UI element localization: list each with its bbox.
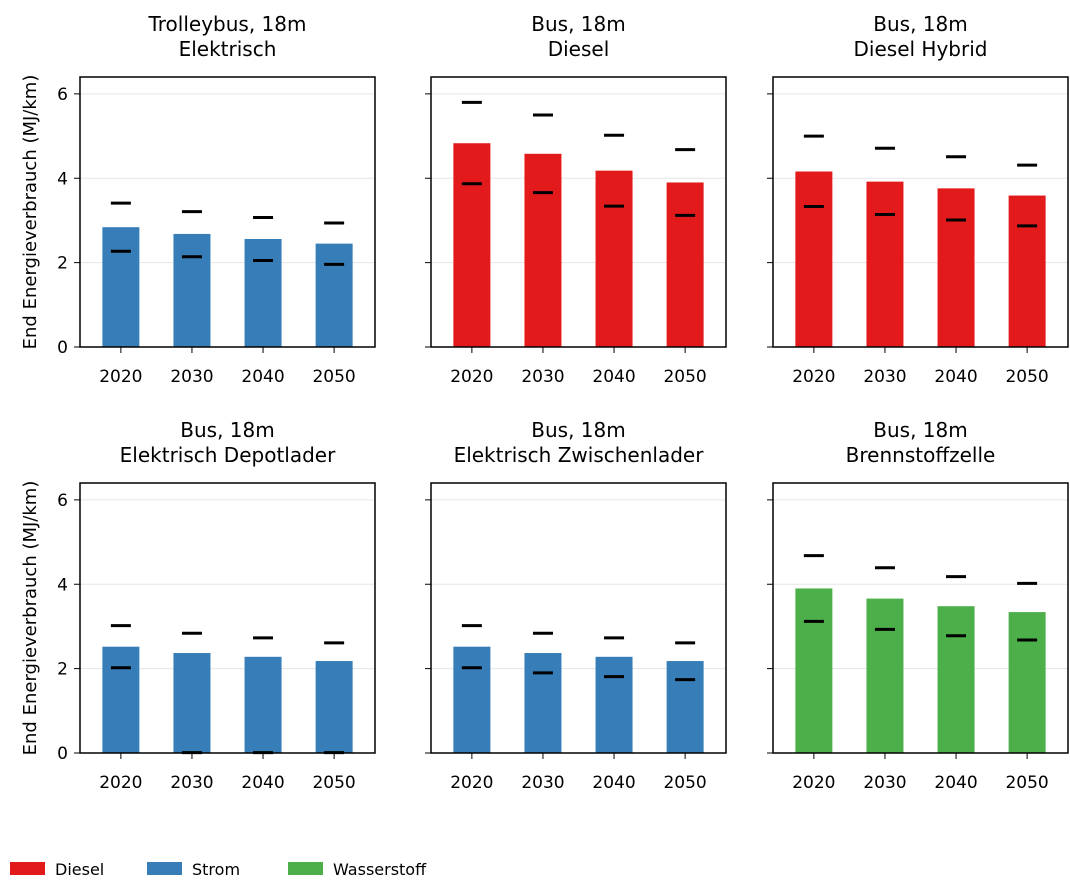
y-tick-label: 0 xyxy=(57,338,68,358)
x-tick-label: 2020 xyxy=(450,773,493,793)
x-tick-label: 2050 xyxy=(663,367,706,387)
subplot-title: Diesel xyxy=(548,37,610,61)
axes-frame xyxy=(772,76,1069,348)
x-tick-label: 2050 xyxy=(663,773,706,793)
bar-2020 xyxy=(102,227,140,347)
legend-label-strom: Strom xyxy=(192,860,240,879)
bar-2050 xyxy=(1008,612,1046,753)
bar-2020 xyxy=(453,646,491,753)
bar-2030 xyxy=(866,181,904,347)
bar-2050 xyxy=(315,661,353,753)
y-axis-label: End Energieverbrauch (MJ/km) xyxy=(20,75,41,350)
x-tick-label: 2030 xyxy=(863,773,906,793)
axes-frame xyxy=(430,482,727,754)
subplot-title: Trolleybus, 18m xyxy=(148,12,307,36)
x-tick-label: 2020 xyxy=(792,773,835,793)
y-tick-label: 4 xyxy=(57,575,68,595)
bar-2040 xyxy=(937,606,975,753)
axes-frame xyxy=(79,76,376,348)
x-tick-label: 2040 xyxy=(934,773,977,793)
y-axis-label: End Energieverbrauch (MJ/km) xyxy=(20,481,41,756)
y-tick-label: 2 xyxy=(57,254,68,274)
x-tick-label: 2050 xyxy=(312,367,355,387)
x-tick-label: 2030 xyxy=(863,367,906,387)
subplot-title: Diesel Hybrid xyxy=(854,37,988,61)
x-tick-label: 2030 xyxy=(521,773,564,793)
bar-2040 xyxy=(244,656,282,753)
legend-label-wasserstoff: Wasserstoff xyxy=(333,860,427,879)
y-tick-label: 0 xyxy=(57,744,68,764)
x-tick-label: 2040 xyxy=(592,773,635,793)
bar-2040 xyxy=(595,170,633,347)
x-tick-label: 2040 xyxy=(592,367,635,387)
bar-2030 xyxy=(173,233,211,347)
bar-2030 xyxy=(524,153,562,347)
subplot-title: Elektrisch Depotlader xyxy=(120,443,336,467)
x-tick-label: 2020 xyxy=(792,367,835,387)
bar-2020 xyxy=(453,143,491,347)
x-tick-label: 2020 xyxy=(99,773,142,793)
axes-frame xyxy=(772,482,1069,754)
bar-2030 xyxy=(524,653,562,753)
bar-2020 xyxy=(102,646,140,753)
x-tick-label: 2050 xyxy=(1005,367,1048,387)
axes-frame xyxy=(430,76,727,348)
x-tick-label: 2030 xyxy=(521,367,564,387)
subplot-title: Elektrisch Zwischenlader xyxy=(454,443,705,467)
subplot-1: 0 2 4 6 2020 2030 2040 2050 Trolleybus, 18mElekt… xyxy=(20,12,376,387)
bar-2050 xyxy=(1008,195,1046,347)
x-tick-label: 2050 xyxy=(1005,773,1048,793)
subplot-title: Bus, 18m xyxy=(180,418,274,442)
y-tick-label: 6 xyxy=(57,85,68,105)
x-tick-label: 2040 xyxy=(934,367,977,387)
legend: Diesel Strom Wasserstoff xyxy=(10,860,427,879)
bar-2050 xyxy=(315,243,353,347)
bar-2050 xyxy=(666,182,704,347)
bar-2050 xyxy=(666,661,704,753)
subplot-title: Bus, 18m xyxy=(873,418,967,442)
x-tick-label: 2020 xyxy=(450,367,493,387)
x-tick-label: 2050 xyxy=(312,773,355,793)
y-tick-label: 2 xyxy=(57,660,68,680)
legend-label-diesel: Diesel xyxy=(55,860,104,879)
y-tick-label: 6 xyxy=(57,491,68,511)
y-tick-label: 4 xyxy=(57,169,68,189)
x-tick-label: 2030 xyxy=(170,367,213,387)
subplot-title: Brennstoffzelle xyxy=(846,443,996,467)
subplot-title: Bus, 18m xyxy=(531,418,625,442)
bar-2020 xyxy=(795,171,833,347)
legend-swatch-wasserstoff xyxy=(288,862,323,875)
bar-2040 xyxy=(595,656,633,753)
bar-2030 xyxy=(866,598,904,753)
bar-2030 xyxy=(173,653,211,753)
x-tick-label: 2030 xyxy=(170,773,213,793)
x-tick-label: 2040 xyxy=(241,773,284,793)
x-tick-label: 2040 xyxy=(241,367,284,387)
bar-2020 xyxy=(795,588,833,753)
bar-2040 xyxy=(244,239,282,347)
subplot-title: Elektrisch xyxy=(179,37,277,61)
subplot-title: Bus, 18m xyxy=(531,12,625,36)
bar-2040 xyxy=(937,188,975,347)
axes-frame xyxy=(79,482,376,754)
x-tick-label: 2020 xyxy=(99,367,142,387)
legend-swatch-strom xyxy=(147,862,182,875)
legend-swatch-diesel xyxy=(10,862,45,875)
subplot-title: Bus, 18m xyxy=(873,12,967,36)
